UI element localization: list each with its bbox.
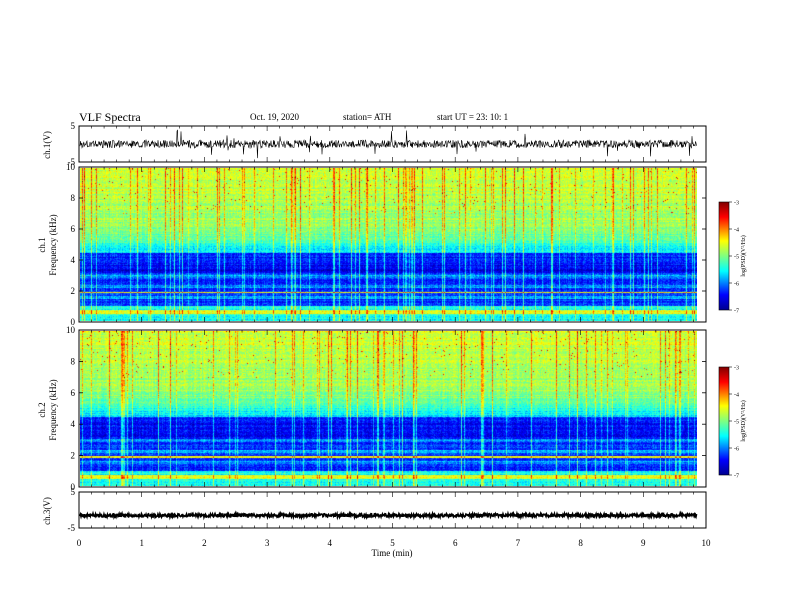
colorbar-tick-label: -6 [734,447,739,453]
ch2-spectrogram-ytick-label: 2 [71,451,76,461]
ch3-waveform-frame [78,491,707,529]
x-tick-label: 3 [265,538,270,548]
ch3-waveform-ytick-label: -5 [68,523,76,533]
ch2-spectrogram-ytick-label: 4 [71,419,76,429]
ch2-colorbar [718,366,730,476]
ch1-waveform-ylabel: ch.1(V) [42,131,52,159]
ch1-spectrogram-ytick-label: 8 [71,193,76,203]
x-tick-label: 6 [453,538,458,548]
colorbar-ticks: -3 -4 -5 -6 -7 -3 -4 -5 -6 -7 [729,201,739,480]
ch2-spectrogram-ylabel-channel: ch.2 [37,402,47,417]
ch3-waveform-ytick-label: 5 [71,487,76,497]
ch1-spectrogram-ylabel-frequency: Frequency (kHz) [48,214,58,275]
x-tick-label: 8 [578,538,583,548]
ch1-spec-pixels [80,168,697,321]
colorbar-tick-label: -6 [734,282,739,288]
ch1-waveform-ytick-label: -5 [68,157,76,167]
figure-title: VLF Spectra [79,110,141,124]
x-tick-label: 7 [516,538,521,548]
ch3-waveform-line [79,510,698,521]
x-tick-label: 10 [702,538,712,548]
colorbar-tick-label: -5 [734,255,739,261]
station-label: station= ATH [343,112,392,122]
x-tick-label: 0 [77,538,82,548]
x-tick-label: 4 [328,538,333,548]
ch3-waveform-ylabel: ch.3(V) [42,497,52,525]
x-tick-label: 2 [202,538,207,548]
ch1-colorbar [718,201,730,311]
ch2-spectrogram-ytick-label: 8 [71,356,76,366]
ch1-spectrogram-ytick-label: 6 [71,224,76,234]
x-tick-label: 9 [641,538,646,548]
ch2-spectrogram-image [80,331,697,486]
ch2-spectrogram-ytick-label: 10 [66,325,76,335]
colorbar-tick-label: -4 [734,393,739,399]
ch1-spectrogram-ytick-label: 2 [71,286,76,296]
ch2-colorbar-label: log(PSD)(V²/Hz) [740,400,747,441]
colorbar-tick-label: -5 [734,420,739,426]
date-label: Oct. 19, 2020 [250,112,299,122]
ch1-spectrogram-ylabel-channel: ch.1 [37,237,47,252]
x-axis-label: Time (min) [372,548,413,558]
ch1-spectrogram-ytick-label: 4 [71,255,76,265]
ch1-wave-path [79,129,697,159]
colorbar-tick-label: -7 [734,474,739,480]
x-tick-label: 1 [139,538,144,548]
ch1-waveform-ytick-label: 5 [71,121,76,131]
ch2-spec-pixels [80,331,697,486]
ch1-spectrogram-ytick-label: 0 [71,317,76,327]
ch2-spectrogram-ytick-label: 6 [71,388,76,398]
ch2-spectrogram-ytick-label: 0 [71,482,76,492]
colorbar-tick-label: -3 [734,366,739,372]
colorbar-tick-label: -4 [734,228,739,234]
colorbar-tick-label: -3 [734,201,739,207]
ch1-spectrogram-image [80,168,697,321]
start-time-label: start UT = 23: 10: 1 [437,112,509,122]
ch3-wave-path [79,510,698,521]
ch1-colorbar-label: log(PSD)(V²/Hz) [740,235,747,276]
colorbar-tick-label: -7 [734,309,739,315]
ch1-waveform-line [79,129,697,159]
ch2-spectrogram-ylabel-frequency: Frequency (kHz) [48,379,58,440]
x-tick-label: 5 [390,538,395,548]
ch1-spectrogram-ytick-label: 10 [66,162,76,172]
